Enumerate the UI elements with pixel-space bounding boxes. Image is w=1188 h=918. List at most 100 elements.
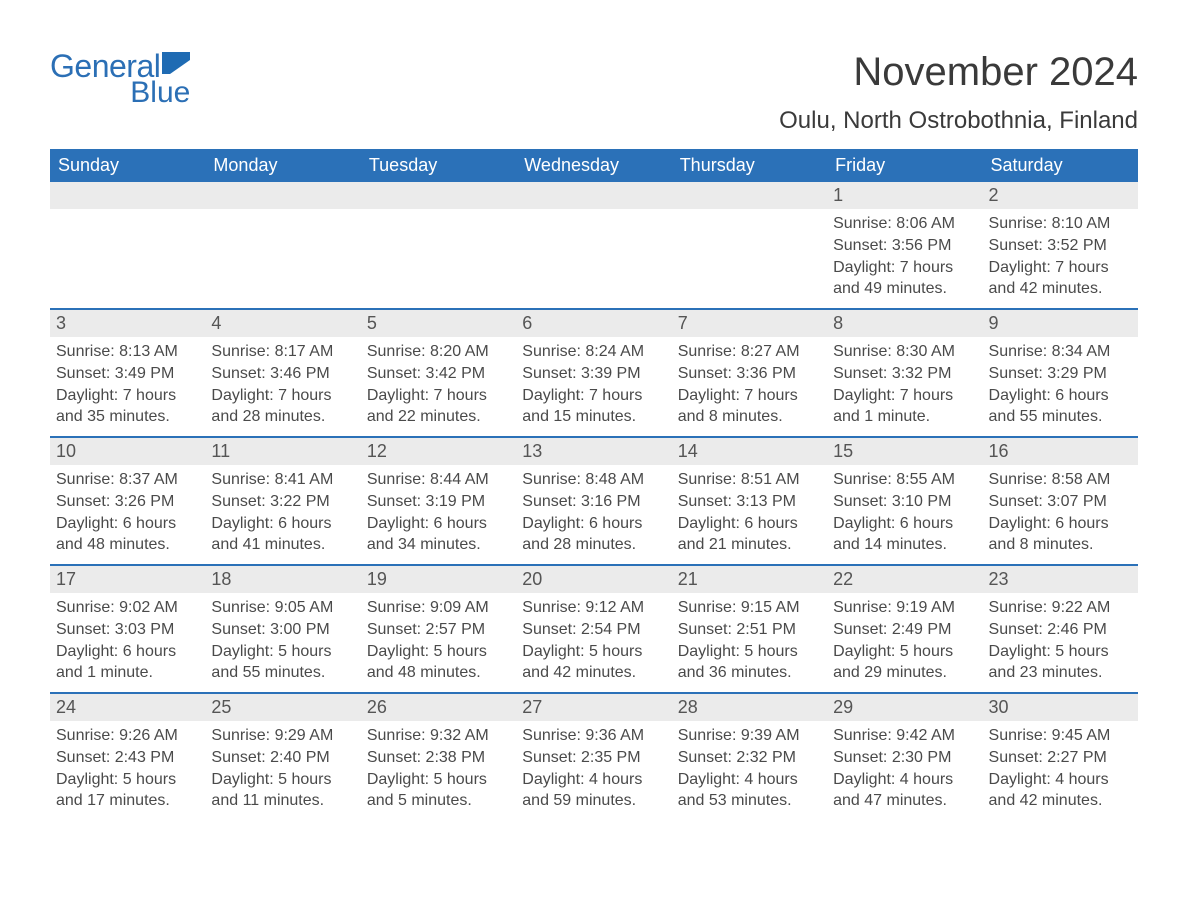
day-cell: 27Sunrise: 9:36 AMSunset: 2:35 PMDayligh… [516,694,671,820]
day-number: 17 [50,566,205,593]
day-sunrise: Sunrise: 8:51 AM [678,469,821,491]
day-details: Sunrise: 8:10 AMSunset: 3:52 PMDaylight:… [983,209,1138,301]
day-details: Sunrise: 8:55 AMSunset: 3:10 PMDaylight:… [827,465,982,557]
day-daylight1: Daylight: 5 hours [522,641,665,663]
day-details: Sunrise: 9:36 AMSunset: 2:35 PMDaylight:… [516,721,671,813]
day-cell: 4Sunrise: 8:17 AMSunset: 3:46 PMDaylight… [205,310,360,436]
day-number: 30 [983,694,1138,721]
page-header: General Blue November 2024 Oulu, North O… [50,50,1138,135]
day-cell: 21Sunrise: 9:15 AMSunset: 2:51 PMDayligh… [672,566,827,692]
day-cell: 24Sunrise: 9:26 AMSunset: 2:43 PMDayligh… [50,694,205,820]
day-cell: 12Sunrise: 8:44 AMSunset: 3:19 PMDayligh… [361,438,516,564]
day-details: Sunrise: 8:06 AMSunset: 3:56 PMDaylight:… [827,209,982,301]
day-cell: 17Sunrise: 9:02 AMSunset: 3:03 PMDayligh… [50,566,205,692]
day-sunrise: Sunrise: 9:36 AM [522,725,665,747]
day-sunrise: Sunrise: 9:09 AM [367,597,510,619]
day-daylight2: and 15 minutes. [522,406,665,428]
day-sunrise: Sunrise: 9:45 AM [989,725,1132,747]
day-details: Sunrise: 9:05 AMSunset: 3:00 PMDaylight:… [205,593,360,685]
day-daylight1: Daylight: 6 hours [678,513,821,535]
week-row: 17Sunrise: 9:02 AMSunset: 3:03 PMDayligh… [50,564,1138,692]
week-row: 10Sunrise: 8:37 AMSunset: 3:26 PMDayligh… [50,436,1138,564]
day-daylight1: Daylight: 5 hours [989,641,1132,663]
day-number: 22 [827,566,982,593]
weekday-header-row: Sunday Monday Tuesday Wednesday Thursday… [50,149,1138,182]
day-sunset: Sunset: 3:39 PM [522,363,665,385]
day-number: 10 [50,438,205,465]
day-cell [205,182,360,308]
day-sunrise: Sunrise: 9:39 AM [678,725,821,747]
day-cell: 6Sunrise: 8:24 AMSunset: 3:39 PMDaylight… [516,310,671,436]
day-daylight2: and 17 minutes. [56,790,199,812]
day-details: Sunrise: 9:42 AMSunset: 2:30 PMDaylight:… [827,721,982,813]
day-cell [516,182,671,308]
day-details: Sunrise: 8:30 AMSunset: 3:32 PMDaylight:… [827,337,982,429]
day-sunrise: Sunrise: 8:34 AM [989,341,1132,363]
day-sunset: Sunset: 2:43 PM [56,747,199,769]
calendar-grid: Sunday Monday Tuesday Wednesday Thursday… [50,149,1138,820]
day-sunset: Sunset: 2:51 PM [678,619,821,641]
weekday-header: Wednesday [516,149,671,182]
day-details: Sunrise: 9:15 AMSunset: 2:51 PMDaylight:… [672,593,827,685]
day-daylight2: and 8 minutes. [989,534,1132,556]
day-daylight2: and 14 minutes. [833,534,976,556]
day-daylight1: Daylight: 7 hours [211,385,354,407]
day-details: Sunrise: 8:24 AMSunset: 3:39 PMDaylight:… [516,337,671,429]
day-sunset: Sunset: 3:46 PM [211,363,354,385]
day-number: 18 [205,566,360,593]
day-sunset: Sunset: 2:49 PM [833,619,976,641]
day-details: Sunrise: 9:45 AMSunset: 2:27 PMDaylight:… [983,721,1138,813]
day-cell: 8Sunrise: 8:30 AMSunset: 3:32 PMDaylight… [827,310,982,436]
day-sunset: Sunset: 3:56 PM [833,235,976,257]
day-daylight2: and 53 minutes. [678,790,821,812]
day-sunrise: Sunrise: 9:19 AM [833,597,976,619]
day-cell: 15Sunrise: 8:55 AMSunset: 3:10 PMDayligh… [827,438,982,564]
day-daylight2: and 42 minutes. [989,790,1132,812]
day-sunrise: Sunrise: 8:48 AM [522,469,665,491]
day-number: 26 [361,694,516,721]
day-sunrise: Sunrise: 8:37 AM [56,469,199,491]
day-sunset: Sunset: 3:10 PM [833,491,976,513]
day-daylight1: Daylight: 7 hours [367,385,510,407]
day-cell: 7Sunrise: 8:27 AMSunset: 3:36 PMDaylight… [672,310,827,436]
day-cell: 14Sunrise: 8:51 AMSunset: 3:13 PMDayligh… [672,438,827,564]
day-number-empty [672,182,827,209]
day-cell: 11Sunrise: 8:41 AMSunset: 3:22 PMDayligh… [205,438,360,564]
day-details: Sunrise: 8:13 AMSunset: 3:49 PMDaylight:… [50,337,205,429]
day-cell: 25Sunrise: 9:29 AMSunset: 2:40 PMDayligh… [205,694,360,820]
day-cell: 22Sunrise: 9:19 AMSunset: 2:49 PMDayligh… [827,566,982,692]
day-sunset: Sunset: 3:42 PM [367,363,510,385]
day-daylight2: and 49 minutes. [833,278,976,300]
day-daylight1: Daylight: 7 hours [678,385,821,407]
day-cell [361,182,516,308]
day-daylight2: and 5 minutes. [367,790,510,812]
day-number: 28 [672,694,827,721]
day-daylight1: Daylight: 4 hours [522,769,665,791]
day-daylight1: Daylight: 6 hours [989,513,1132,535]
day-cell: 5 Sunrise: 8:20 AMSunset: 3:42 PMDaylight… [361,310,516,436]
day-number: 27 [516,694,671,721]
day-sunrise: Sunrise: 8:20 AM [367,341,510,363]
day-number: 15 [827,438,982,465]
day-details: Sunrise: 8:34 AMSunset: 3:29 PMDaylight:… [983,337,1138,429]
day-details: Sunrise: 8:27 AMSunset: 3:36 PMDaylight:… [672,337,827,429]
flag-icon [162,52,190,79]
day-number-empty [361,182,516,209]
day-daylight1: Daylight: 7 hours [56,385,199,407]
day-sunset: Sunset: 3:29 PM [989,363,1132,385]
day-sunset: Sunset: 2:35 PM [522,747,665,769]
day-sunset: Sunset: 2:57 PM [367,619,510,641]
day-daylight2: and 59 minutes. [522,790,665,812]
day-details: Sunrise: 9:22 AMSunset: 2:46 PMDaylight:… [983,593,1138,685]
day-daylight1: Daylight: 4 hours [833,769,976,791]
day-sunset: Sunset: 2:40 PM [211,747,354,769]
day-sunset: Sunset: 3:49 PM [56,363,199,385]
day-number: 5 [361,310,516,337]
day-sunrise: Sunrise: 8:41 AM [211,469,354,491]
day-details: Sunrise: 8:41 AMSunset: 3:22 PMDaylight:… [205,465,360,557]
week-row: 3Sunrise: 8:13 AMSunset: 3:49 PMDaylight… [50,308,1138,436]
day-sunset: Sunset: 2:54 PM [522,619,665,641]
day-daylight2: and 47 minutes. [833,790,976,812]
day-sunrise: Sunrise: 8:27 AM [678,341,821,363]
day-number: 25 [205,694,360,721]
